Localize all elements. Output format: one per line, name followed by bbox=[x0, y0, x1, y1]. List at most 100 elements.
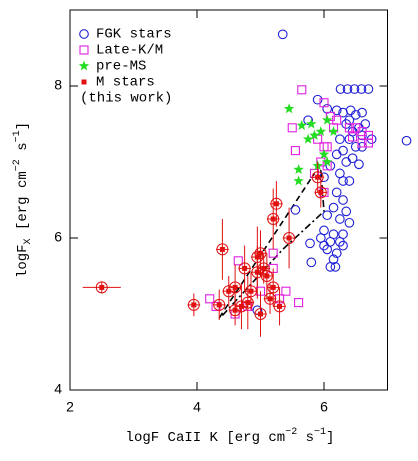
point bbox=[205, 294, 215, 304]
point bbox=[344, 217, 355, 228]
label-part: X bbox=[23, 238, 34, 244]
point bbox=[290, 205, 301, 215]
legend-label: Late-K/M bbox=[96, 43, 163, 59]
point bbox=[270, 284, 276, 290]
point-ring bbox=[187, 298, 200, 311]
label-part: ] bbox=[15, 122, 31, 130]
point bbox=[254, 254, 260, 260]
point bbox=[309, 129, 320, 140]
point bbox=[303, 115, 313, 126]
point-ring bbox=[222, 285, 235, 298]
label-part: [erg cm bbox=[15, 171, 31, 238]
point bbox=[344, 134, 355, 145]
point bbox=[338, 176, 348, 186]
point bbox=[283, 103, 295, 114]
legend-label: pre-MS bbox=[96, 59, 146, 75]
legend-marker bbox=[78, 60, 90, 71]
point bbox=[297, 85, 307, 95]
point bbox=[357, 107, 367, 118]
point bbox=[350, 110, 361, 120]
point-ring bbox=[241, 296, 254, 309]
point bbox=[267, 296, 273, 302]
legend-marker bbox=[79, 45, 89, 55]
point-ring bbox=[270, 197, 283, 210]
point bbox=[325, 262, 336, 272]
point bbox=[338, 145, 348, 156]
point bbox=[322, 103, 333, 114]
label-part: −2 bbox=[12, 159, 23, 171]
point bbox=[277, 29, 288, 40]
point-ring bbox=[213, 298, 226, 311]
point bbox=[99, 284, 105, 290]
point bbox=[281, 286, 291, 296]
point bbox=[348, 132, 358, 142]
point bbox=[312, 94, 323, 105]
label-part: s bbox=[15, 142, 31, 159]
point bbox=[191, 302, 197, 308]
legend-marker bbox=[81, 79, 87, 85]
point bbox=[335, 84, 346, 94]
point bbox=[233, 256, 243, 266]
point-ring bbox=[311, 171, 324, 184]
y-tick-label: 8 bbox=[54, 77, 62, 93]
point bbox=[216, 302, 222, 308]
point bbox=[258, 311, 263, 317]
legend-note: (this work) bbox=[80, 91, 172, 107]
point bbox=[341, 157, 352, 167]
point-ring bbox=[264, 292, 277, 305]
point bbox=[242, 265, 248, 271]
point bbox=[321, 114, 333, 125]
point-ring bbox=[251, 251, 264, 263]
point bbox=[219, 246, 225, 252]
point bbox=[321, 156, 333, 167]
point bbox=[287, 123, 297, 133]
point bbox=[335, 214, 345, 224]
point bbox=[296, 120, 308, 130]
legend-label: M stars bbox=[96, 75, 155, 91]
point bbox=[294, 298, 304, 308]
label-part: −2 bbox=[285, 427, 297, 438]
point bbox=[306, 118, 317, 129]
point bbox=[354, 159, 364, 170]
label-part: logF CaII K [erg cm bbox=[126, 430, 286, 446]
point bbox=[305, 238, 315, 249]
point bbox=[277, 303, 283, 309]
point bbox=[293, 164, 304, 175]
point bbox=[345, 105, 356, 116]
point-ring bbox=[238, 262, 251, 275]
point bbox=[363, 138, 374, 148]
point-ring bbox=[267, 213, 280, 225]
point bbox=[302, 133, 314, 144]
point bbox=[328, 202, 339, 213]
point bbox=[238, 303, 244, 309]
point bbox=[318, 189, 324, 195]
point bbox=[245, 300, 251, 306]
x-tick-label: 2 bbox=[66, 399, 74, 415]
point bbox=[341, 206, 352, 217]
legend-label: FGK stars bbox=[96, 27, 172, 43]
point bbox=[226, 288, 232, 294]
point bbox=[330, 262, 341, 272]
point bbox=[319, 98, 329, 108]
point bbox=[331, 105, 342, 116]
point bbox=[360, 119, 371, 129]
point-ring bbox=[273, 300, 286, 313]
point-ring bbox=[229, 281, 242, 294]
y-tick-label: 6 bbox=[54, 229, 62, 245]
point bbox=[356, 84, 367, 94]
point bbox=[349, 84, 360, 94]
point bbox=[306, 257, 317, 268]
point bbox=[331, 187, 342, 198]
point bbox=[252, 305, 263, 316]
point bbox=[322, 210, 333, 221]
point bbox=[344, 123, 354, 133]
x-tick-label: 6 bbox=[320, 399, 328, 415]
point bbox=[331, 149, 342, 160]
point bbox=[264, 273, 270, 279]
point bbox=[363, 84, 374, 94]
point-ring bbox=[260, 270, 273, 282]
point-ring bbox=[235, 300, 248, 313]
point bbox=[290, 146, 300, 156]
y-tick-label: 4 bbox=[54, 381, 62, 397]
point bbox=[335, 134, 345, 145]
